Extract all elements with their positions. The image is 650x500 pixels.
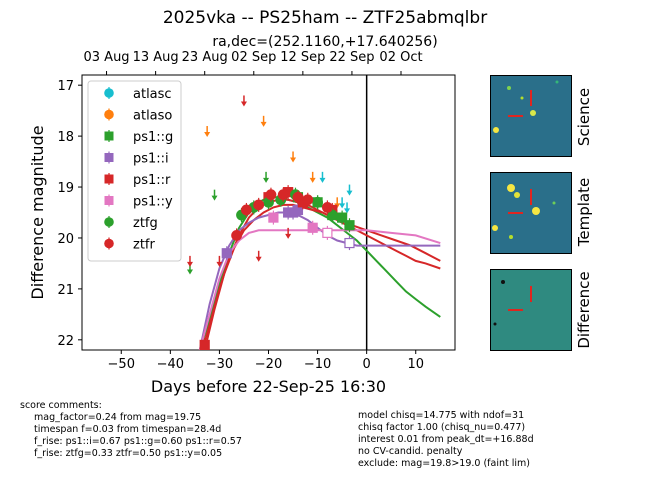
top-axis-label: 23 Aug bbox=[182, 50, 228, 65]
upper-limit-head bbox=[285, 233, 292, 239]
legend-box bbox=[87, 80, 182, 262]
data-point bbox=[231, 230, 242, 241]
data-point bbox=[199, 339, 210, 350]
upper-limit-head bbox=[290, 157, 297, 163]
upper-limit-head bbox=[309, 177, 316, 183]
data-point bbox=[307, 222, 318, 233]
science-stamp bbox=[490, 75, 572, 157]
upper-limit-head bbox=[344, 208, 351, 214]
data-point bbox=[326, 209, 338, 221]
data-point bbox=[253, 199, 265, 211]
model-comment-line: chisq factor 1.00 (chisq_nu=0.477) bbox=[358, 422, 526, 433]
legend-marker bbox=[104, 109, 114, 120]
legend-marker bbox=[104, 131, 114, 141]
data-point bbox=[322, 227, 333, 238]
upper-limit-head bbox=[346, 190, 353, 196]
data-point bbox=[292, 191, 304, 203]
science-label: Science bbox=[575, 87, 593, 147]
legend-label: atlaso bbox=[133, 109, 172, 124]
score-comment-line: timespan f=0.03 from timespan=28.4d bbox=[34, 424, 222, 435]
legend-label: ps1::r bbox=[133, 173, 171, 188]
legend-label: atlasc bbox=[133, 87, 172, 102]
x-axis-label: Days before 22-Sep-25 16:30 bbox=[151, 377, 386, 396]
top-axis-label: 02 Oct bbox=[379, 50, 422, 65]
model-comment-line: interest 0.01 from peak_dt=+16.88d bbox=[358, 434, 534, 445]
score-comments-header: score comments: bbox=[20, 400, 102, 411]
chart-title: 2025vka -- PS25ham -- ZTF25abmqlbr bbox=[162, 8, 488, 28]
x-tick-label: 10 bbox=[407, 357, 424, 372]
data-point bbox=[344, 220, 355, 231]
upper-limit-head bbox=[255, 256, 262, 262]
model-comment-line: exclude: mag=19.8>19.0 (faint lim) bbox=[358, 458, 530, 469]
template-label: Template bbox=[575, 177, 593, 247]
data-point bbox=[344, 237, 355, 249]
x-tick-label: −40 bbox=[157, 357, 184, 372]
data-point bbox=[277, 189, 289, 201]
top-axis-label: 12 Sep bbox=[280, 50, 325, 65]
legend-label: ps1::i bbox=[133, 152, 169, 167]
score-comment-line: f_rise: ps1::i=0.67 ps1::g=0.60 ps1::r=0… bbox=[34, 436, 242, 447]
y-tick-label: 22 bbox=[57, 334, 74, 349]
top-axis-label: 22 Sep bbox=[329, 50, 374, 65]
data-point bbox=[337, 212, 348, 223]
upper-limit-head bbox=[260, 121, 267, 127]
model-comment-line: no CV-candid. penalty bbox=[358, 446, 463, 457]
legend-marker bbox=[104, 217, 114, 227]
data-point bbox=[268, 212, 279, 223]
data-point bbox=[321, 202, 333, 213]
model-curve-ztfg-fit bbox=[198, 196, 441, 350]
data-point bbox=[241, 204, 252, 216]
legend-marker bbox=[104, 238, 114, 249]
y-axis-label: Difference magnitude bbox=[28, 125, 47, 299]
upper-limit-head bbox=[319, 177, 326, 183]
difference-label: Difference bbox=[575, 271, 593, 349]
legend-marker bbox=[104, 174, 114, 184]
y-tick-label: 17 bbox=[57, 79, 74, 94]
y-tick-label: 21 bbox=[57, 283, 74, 298]
top-axis-label: 13 Aug bbox=[133, 50, 179, 65]
template-stamp bbox=[490, 172, 572, 254]
legend-marker bbox=[104, 153, 114, 162]
template-stamp-image bbox=[491, 173, 571, 253]
upper-limit-head bbox=[263, 177, 270, 183]
upper-limit-head bbox=[211, 195, 218, 201]
legend-marker bbox=[104, 196, 114, 205]
x-tick-label: −20 bbox=[255, 357, 282, 372]
chart-subtitle: ra,dec=(252.1160,+17.640256) bbox=[212, 34, 438, 50]
legend-label: ps1::y bbox=[133, 195, 173, 210]
legend-label: ps1::g bbox=[133, 130, 173, 145]
difference-stamp-image bbox=[491, 270, 571, 350]
legend-marker bbox=[104, 88, 114, 98]
x-tick-label: −30 bbox=[206, 357, 233, 372]
upper-limit-head bbox=[186, 269, 193, 275]
y-tick-label: 20 bbox=[57, 232, 74, 247]
legend-label: ztfr bbox=[133, 238, 155, 253]
top-axis-label: 03 Aug bbox=[84, 50, 130, 65]
data-point bbox=[312, 196, 323, 208]
x-tick-label: −10 bbox=[304, 357, 331, 372]
y-tick-label: 19 bbox=[57, 181, 74, 196]
top-axis-label: 02 Sep bbox=[231, 50, 276, 65]
upper-limit-head bbox=[339, 203, 346, 209]
upper-limit-head bbox=[240, 101, 247, 107]
legend-label: ztfg bbox=[133, 216, 158, 231]
y-tick-label: 18 bbox=[57, 130, 74, 145]
upper-limit-head bbox=[204, 132, 211, 138]
data-point bbox=[221, 248, 232, 259]
data-point bbox=[302, 194, 314, 206]
model-comment-line: model chisq=14.775 with ndof=31 bbox=[358, 410, 525, 421]
upper-limit-head bbox=[186, 261, 193, 267]
difference-stamp bbox=[490, 269, 572, 351]
x-tick-label: −50 bbox=[108, 357, 135, 372]
score-comment-line: mag_factor=0.24 from mag=19.75 bbox=[34, 412, 202, 423]
upper-limit-head bbox=[216, 261, 223, 267]
data-point bbox=[265, 189, 277, 201]
science-stamp-image bbox=[491, 76, 571, 156]
score-comment-line: f_rise: ztfg=0.33 ztfr=0.50 ps1::y=0.05 bbox=[34, 448, 223, 459]
x-tick-label: 0 bbox=[363, 357, 371, 372]
